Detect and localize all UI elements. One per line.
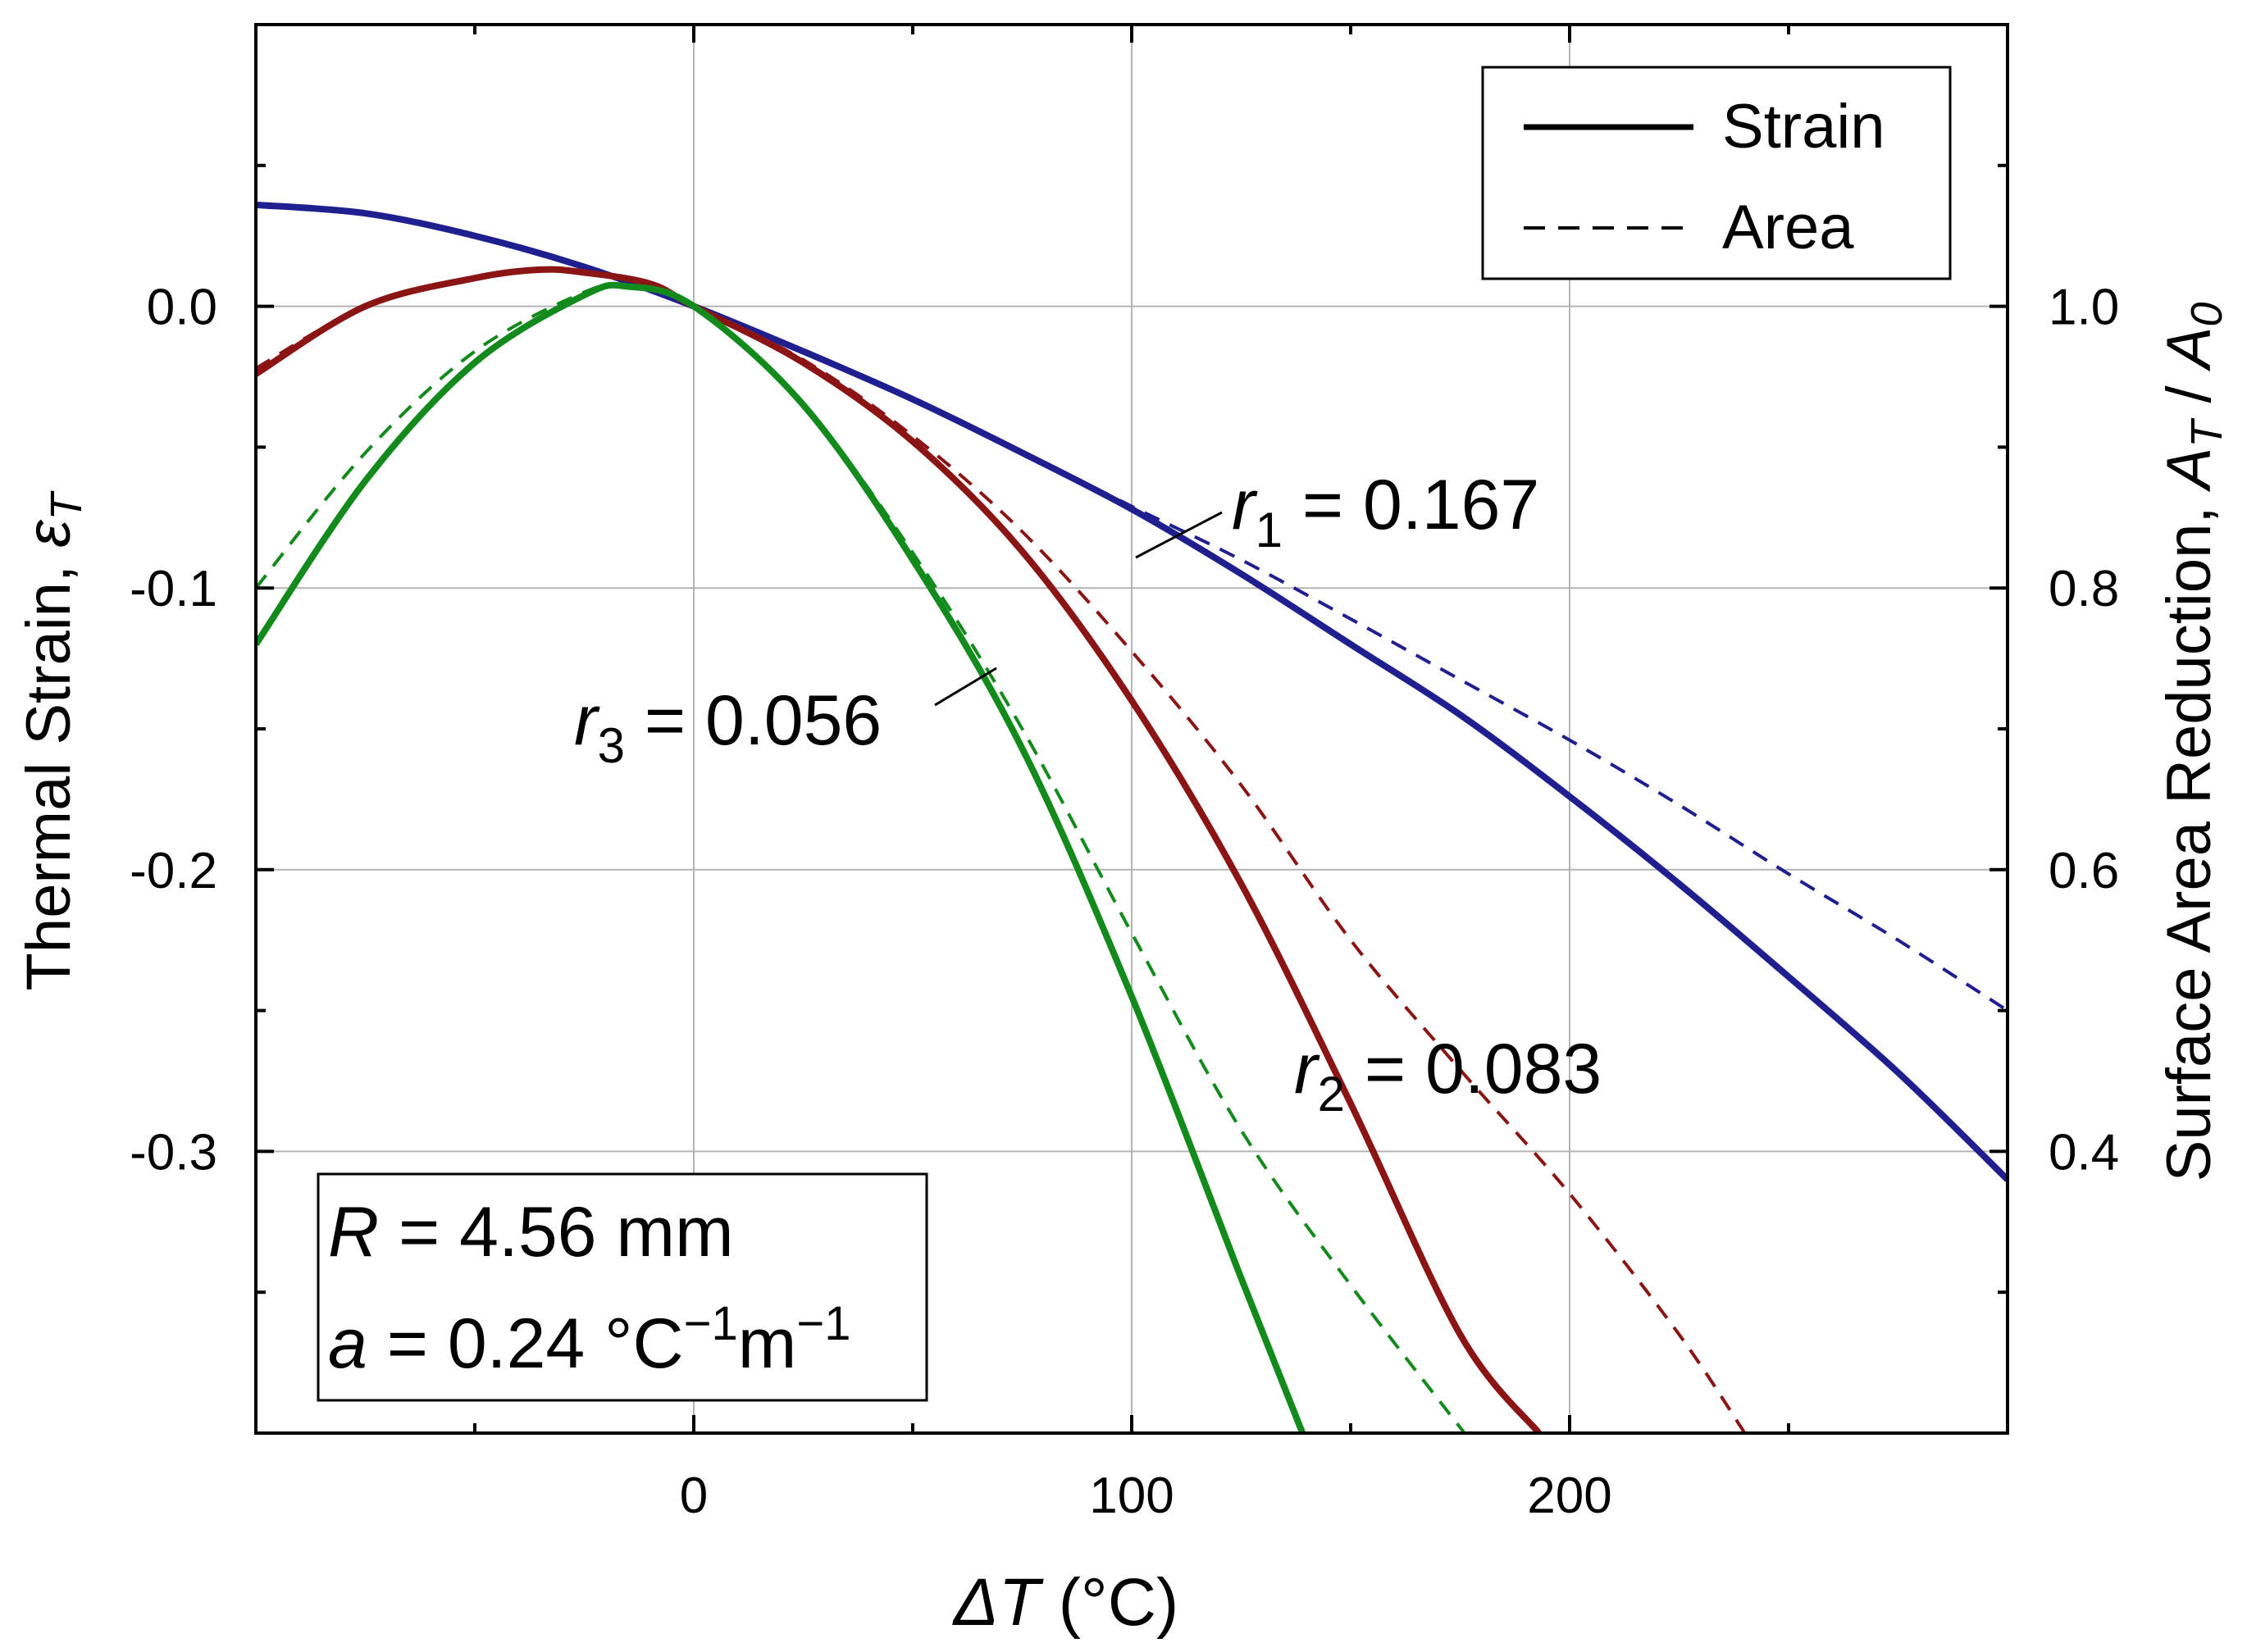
series-line-r2-strain <box>256 266 1542 1433</box>
y-right-tick-label: 0.8 <box>2049 561 2119 617</box>
annotation-r1: r1 = 0.167 <box>1232 466 1539 557</box>
y-left-tick-label: -0.1 <box>130 561 217 617</box>
legend-strain-label: Strain <box>1722 92 1885 162</box>
y-left-label-sub: T <box>42 489 91 520</box>
y-right-label-0: 0 <box>2182 303 2231 327</box>
series-line-r1-strain <box>256 201 2008 1182</box>
series-line-r3-strain <box>256 281 1306 1433</box>
y-axis-left-label: Thermal Strain, εT <box>14 489 91 990</box>
y-right-label-A0: A <box>2154 327 2224 372</box>
x-axis-label: ΔT (°C) <box>952 1565 1179 1640</box>
x-tick-label: 200 <box>1527 1468 1611 1524</box>
x-tick-label: 0 <box>680 1468 708 1524</box>
r3-leader-line <box>934 667 997 707</box>
y-right-label-text: Surface Area Reduction, <box>2154 489 2224 1181</box>
y-right-tick-label: 0.4 <box>2049 1124 2119 1181</box>
parameter-box-frame <box>317 1172 928 1402</box>
parameter-radius: R = 4.56 mm <box>328 1193 734 1272</box>
y-right-label-A: A <box>2154 448 2224 493</box>
parameter-a: a = 0.24 °C−1m−1 <box>328 1297 851 1383</box>
x-tick-label: 100 <box>1089 1468 1174 1524</box>
series-line-r2-area <box>256 267 1747 1433</box>
axis-ticks <box>254 23 2009 1435</box>
legend: Strain Area <box>1481 66 1952 280</box>
x-axis-symbol: ΔT <box>952 1565 1044 1640</box>
y-left-tick-label: -0.3 <box>130 1124 217 1181</box>
y-right-label-slash: / <box>2154 368 2224 420</box>
y-right-tick-label: 0.6 <box>2049 843 2119 899</box>
y-right-tick-label: 1.0 <box>2049 280 2119 336</box>
y-left-label-text: Thermal Strain, <box>14 548 84 991</box>
annotation-r2: r2 = 0.083 <box>1294 1030 1602 1122</box>
y-left-tick-label: -0.2 <box>130 843 217 899</box>
y-left-label-symbol: ε <box>14 519 84 548</box>
series-layer <box>256 201 2008 1433</box>
legend-area-label: Area <box>1722 193 1854 262</box>
y-axis-right-label: Surface Area Reduction, AT / A0 <box>2154 303 2231 1182</box>
annotation-r3: r3 = 0.056 <box>574 681 882 773</box>
parameter-box: R = 4.56 mm a = 0.24 °C−1m−1 <box>317 1172 928 1402</box>
y-left-tick-label: 0.0 <box>147 280 217 336</box>
y-right-label-T: T <box>2182 417 2231 448</box>
legend-box <box>1481 66 1952 280</box>
r1-leader-line <box>1135 511 1223 559</box>
x-axis-unit: (°C) <box>1040 1565 1178 1640</box>
tick-labels: 0 100 200 0.0 -0.1 -0.2 -0.3 1.0 0.8 0.6 0.4 <box>130 280 2119 1524</box>
leader-lines <box>934 511 1223 707</box>
